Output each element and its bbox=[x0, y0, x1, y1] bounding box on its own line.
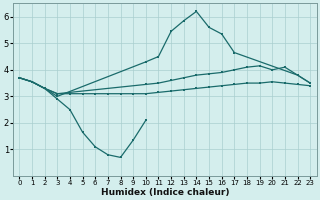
X-axis label: Humidex (Indice chaleur): Humidex (Indice chaleur) bbox=[100, 188, 229, 197]
